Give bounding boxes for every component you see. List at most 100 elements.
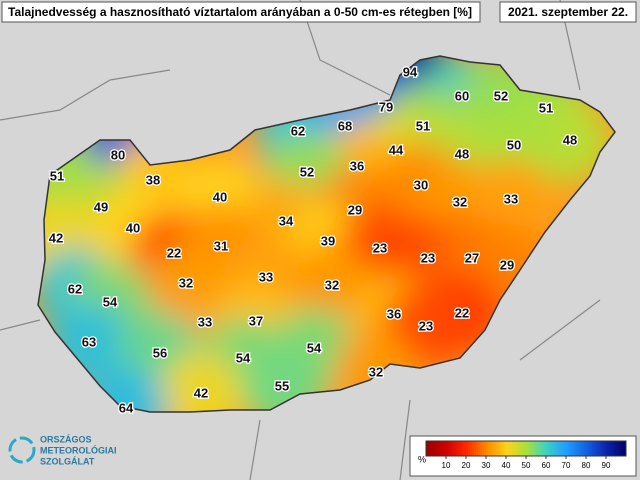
station-value: 31 — [214, 238, 228, 253]
colorbar-step — [604, 441, 607, 456]
colorbar-step — [518, 441, 521, 456]
colorbar-step — [484, 441, 487, 456]
station-value: 42 — [49, 230, 63, 245]
colorbar-step — [436, 441, 439, 456]
colorbar-label: 80 — [582, 461, 591, 470]
logo-mark — [8, 436, 36, 464]
colorbar-step — [440, 441, 443, 456]
station-value: 54 — [236, 350, 251, 365]
value-blob — [469, 158, 553, 242]
colorbar-step — [526, 441, 529, 456]
colorbar-step — [530, 441, 533, 456]
colorbar-step — [508, 441, 511, 456]
colorbar-step — [500, 441, 503, 456]
colorbar-step — [496, 441, 499, 456]
colorbar-label: 90 — [602, 461, 611, 470]
colorbar-step — [528, 441, 531, 456]
station-value: 48 — [563, 132, 577, 147]
colorbar-step — [444, 441, 447, 456]
logo-line: METEOROLÓGIAI — [40, 444, 117, 455]
colorbar-step — [494, 441, 497, 456]
colorbar-label: 10 — [442, 461, 451, 470]
colorbar-step — [544, 441, 547, 456]
colorbar-step — [450, 441, 453, 456]
station-value: 39 — [321, 233, 335, 248]
colorbar-step — [460, 441, 463, 456]
colorbar-step — [478, 441, 481, 456]
colorbar-step — [536, 441, 539, 456]
colorbar-step — [576, 441, 579, 456]
colorbar-step — [442, 441, 445, 456]
colorbar-step — [430, 441, 433, 456]
colorbar-step — [490, 441, 493, 456]
station-value: 22 — [455, 305, 469, 320]
date-box — [499, 1, 637, 23]
colorbar-step — [598, 441, 601, 456]
colorbar-step — [608, 441, 611, 456]
colorbar-step — [570, 441, 573, 456]
colorbar-step — [514, 441, 517, 456]
colorbar-step — [464, 441, 467, 456]
colorbar-step — [584, 441, 587, 456]
colorbar-step — [446, 441, 449, 456]
colorbar-step — [574, 441, 577, 456]
colorbar-step — [564, 441, 567, 456]
station-value: 36 — [350, 158, 364, 173]
station-value: 62 — [291, 123, 305, 138]
colorbar-step — [620, 441, 623, 456]
colorbar-step — [474, 441, 477, 456]
colorbar-step — [492, 441, 495, 456]
colorbar-step — [568, 441, 571, 456]
colorbar-step — [552, 441, 555, 456]
title: Talajnedvesség a hasznosítható víztartal… — [8, 5, 472, 19]
colorbar-step — [512, 441, 515, 456]
colorbar-label: 50 — [522, 461, 531, 470]
station-value: 54 — [103, 294, 118, 309]
colorbar-label: 70 — [562, 461, 571, 470]
colorbar-step — [480, 441, 483, 456]
station-value: 68 — [338, 118, 352, 133]
colorbar-step — [520, 441, 523, 456]
colorbar-step — [560, 441, 563, 456]
colorbar-step — [428, 441, 431, 456]
station-value: 27 — [465, 250, 479, 265]
station-value: 33 — [504, 191, 518, 206]
station-value: 32 — [325, 277, 339, 292]
colorbar-step — [572, 441, 575, 456]
colorbar-step — [438, 441, 441, 456]
station-value: 33 — [198, 314, 212, 329]
station-value: 60 — [455, 88, 469, 103]
colorbar-step — [618, 441, 621, 456]
value-blob — [159, 352, 243, 412]
colorbar-step — [434, 441, 437, 456]
station-value: 29 — [348, 202, 362, 217]
station-value: 29 — [500, 257, 514, 272]
colorbar-step — [510, 441, 513, 456]
logo-line: SZOLGÁLAT — [40, 456, 95, 466]
station-value: 23 — [421, 250, 435, 265]
title-box — [1, 1, 481, 23]
legend-unit: % — [418, 454, 426, 464]
colorbar-step — [578, 441, 581, 456]
colorbar-step — [556, 441, 559, 456]
station-value: 79 — [379, 99, 393, 114]
colorbar-step — [554, 441, 557, 456]
station-value: 33 — [259, 269, 273, 284]
station-value: 56 — [153, 345, 167, 360]
station-value: 52 — [494, 88, 508, 103]
station-value: 32 — [369, 364, 383, 379]
colorbar-step — [588, 441, 591, 456]
colorbar-step — [548, 441, 551, 456]
station-value: 80 — [111, 147, 125, 162]
colorbar-step — [476, 441, 479, 456]
colorbar-step — [454, 441, 457, 456]
colorbar-label: 20 — [462, 461, 471, 470]
station-value: 52 — [300, 164, 314, 179]
station-value: 63 — [82, 334, 96, 349]
colorbar-step — [516, 441, 519, 456]
station-value: 23 — [373, 240, 387, 255]
station-value: 42 — [194, 385, 208, 400]
station-value: 55 — [275, 378, 289, 393]
colorbar-step — [538, 441, 541, 456]
colorbar-step — [586, 441, 589, 456]
